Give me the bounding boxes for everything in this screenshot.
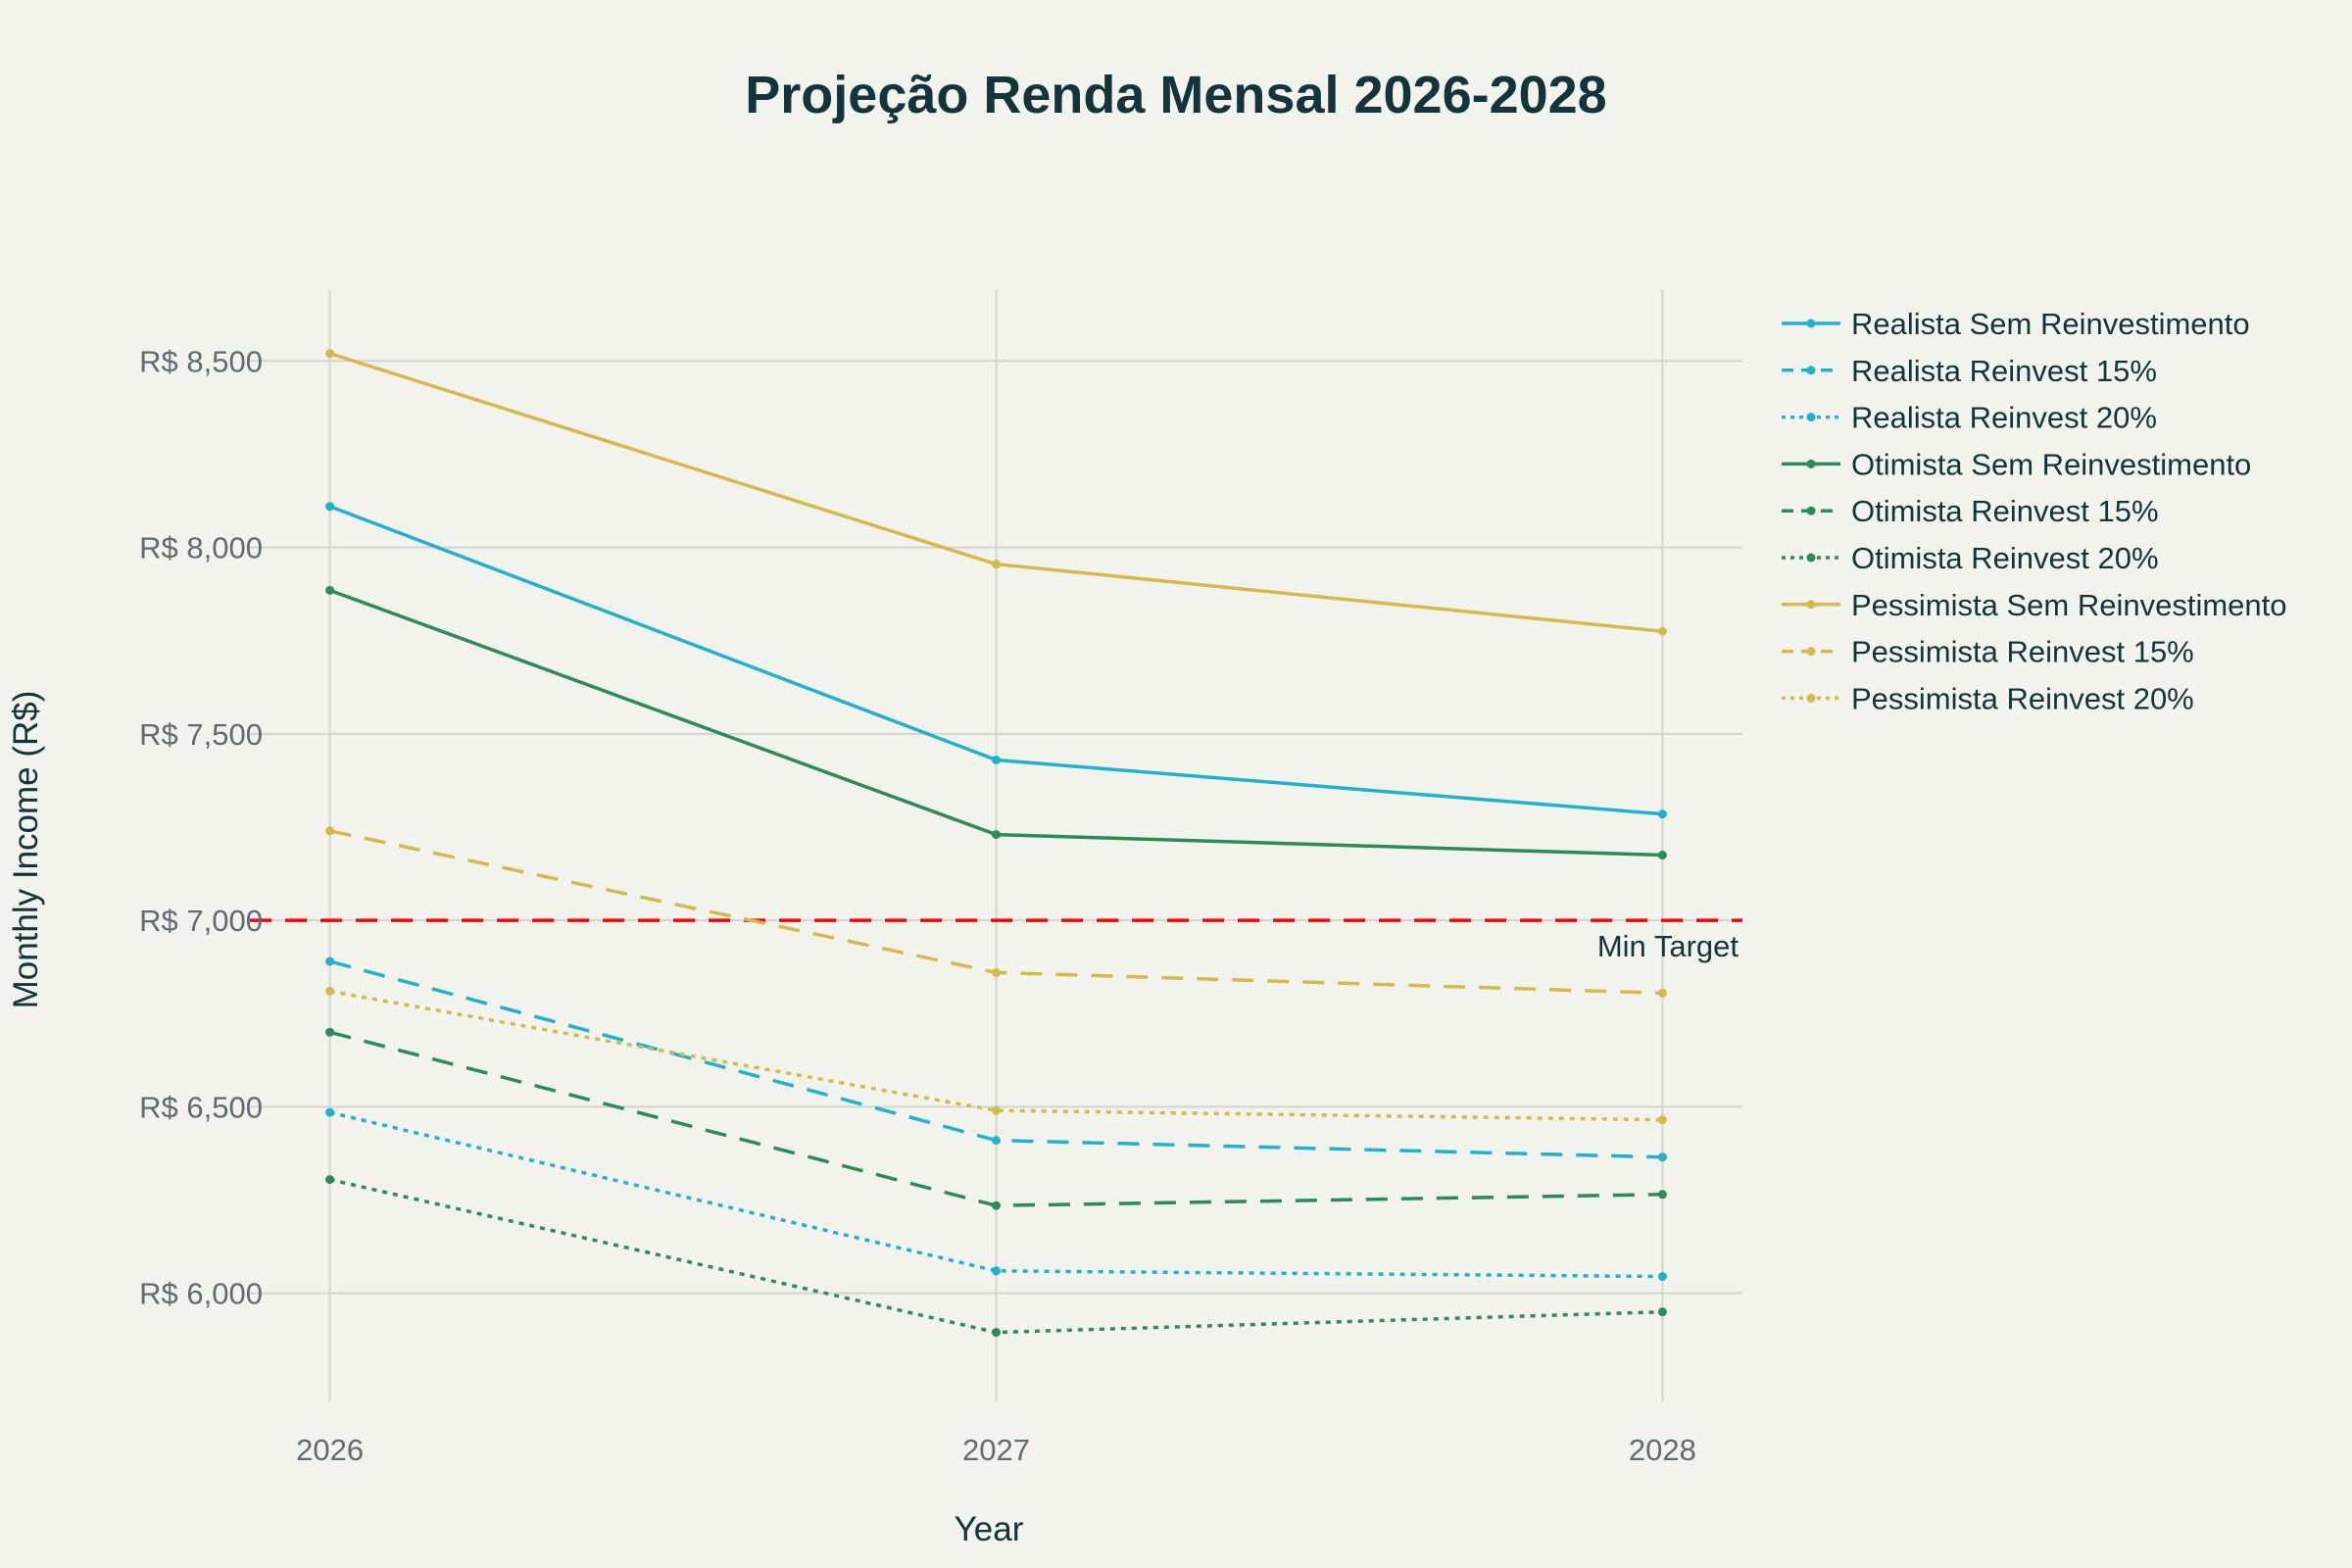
data-point — [992, 755, 1001, 764]
y-tick-label: R$ 7,500 — [139, 717, 263, 752]
legend-marker — [1806, 647, 1816, 657]
legend-item: Otimista Sem Reinvestimento — [1782, 447, 2251, 481]
legend-item: Otimista Reinvest 20% — [1782, 541, 2159, 575]
data-point — [992, 1266, 1001, 1276]
legend-label: Pessimista Sem Reinvestimento — [1851, 588, 2287, 622]
data-point — [992, 560, 1001, 569]
y-tick-label: R$ 7,000 — [139, 904, 263, 938]
legend-label: Otimista Reinvest 15% — [1851, 494, 2159, 528]
legend-marker — [1806, 366, 1816, 375]
y-tick-label: R$ 8,000 — [139, 531, 263, 565]
legend-label: Pessimista Reinvest 20% — [1851, 681, 2194, 715]
legend-item: Realista Reinvest 20% — [1782, 401, 2157, 435]
tick-labels: R$ 6,000 R$ 6,500 R$ 7,000 R$ 7,500 R$ 8,000… — [139, 344, 1696, 1467]
data-point — [325, 1175, 335, 1185]
data-point — [325, 956, 335, 966]
data-point — [1657, 1307, 1667, 1317]
data-point — [1657, 851, 1667, 860]
data-point — [992, 967, 1001, 977]
chart-title: Projeção Renda Mensal 2026-2028 — [745, 66, 1606, 124]
data-point — [992, 1328, 1001, 1338]
series-realista-reinvest-15 — [325, 956, 1667, 1162]
min-target-label: Min Target — [1597, 929, 1740, 963]
y-tick-label: R$ 8,500 — [139, 344, 263, 378]
data-point — [1657, 1272, 1667, 1282]
data-point — [325, 349, 335, 359]
x-tick-label: 2028 — [1629, 1433, 1696, 1467]
legend-label: Otimista Sem Reinvestimento — [1851, 447, 2251, 481]
legend-item: Pessimista Reinvest 15% — [1782, 635, 2194, 669]
series-pessimista-sem-reinvestimento — [325, 349, 1667, 636]
legend-item: Otimista Reinvest 15% — [1782, 494, 2159, 528]
series-pessimista-reinvest-20 — [325, 986, 1667, 1125]
series-otimista-reinvest-15 — [325, 1027, 1667, 1210]
data-point — [1657, 988, 1667, 998]
series-line — [329, 989, 1663, 1122]
legend-item: Realista Sem Reinvestimento — [1782, 307, 2250, 341]
series-realista-sem-reinvestimento — [325, 502, 1667, 819]
data-point — [1657, 1152, 1667, 1162]
legend-marker — [1806, 459, 1816, 468]
reference-line-group: Min Target — [250, 918, 1742, 963]
series-pessimista-reinvest-15 — [325, 826, 1667, 998]
data-point — [992, 830, 1001, 840]
x-axis-label: Year — [955, 1510, 1024, 1548]
series-line — [329, 1110, 1663, 1279]
legend-marker — [1806, 413, 1816, 422]
legend-marker — [1806, 553, 1816, 563]
data-point — [992, 1200, 1001, 1210]
data-point — [1657, 626, 1667, 636]
legend-item: Realista Reinvest 15% — [1782, 354, 2157, 388]
legend-marker — [1806, 506, 1816, 515]
legend-marker — [1806, 318, 1816, 328]
legend-label: Pessimista Reinvest 15% — [1851, 635, 2194, 669]
legend-label: Realista Sem Reinvestimento — [1851, 307, 2250, 341]
data-point — [325, 1107, 335, 1117]
data-point — [325, 502, 335, 512]
series-group — [325, 349, 1667, 1338]
series-realista-reinvest-20 — [325, 1107, 1667, 1282]
y-tick-label: R$ 6,500 — [139, 1090, 263, 1124]
series-otimista-reinvest-20 — [325, 1175, 1667, 1338]
data-point — [1657, 1115, 1667, 1125]
data-point — [1657, 1190, 1667, 1200]
legend: Realista Sem Reinvestimento Realista Rein… — [1782, 307, 2287, 715]
data-point — [1657, 809, 1667, 819]
legend-label: Realista Reinvest 20% — [1851, 401, 2157, 435]
legend-item: Pessimista Reinvest 20% — [1782, 681, 2194, 715]
legend-label: Realista Reinvest 15% — [1851, 354, 2157, 388]
data-point — [325, 826, 335, 836]
x-tick-label: 2027 — [962, 1433, 1030, 1467]
series-otimista-sem-reinvestimento — [325, 585, 1667, 860]
legend-item: Pessimista Sem Reinvestimento — [1782, 588, 2287, 622]
data-point — [325, 986, 335, 996]
legend-marker — [1806, 600, 1816, 610]
data-point — [992, 1105, 1001, 1115]
legend-label: Otimista Reinvest 20% — [1851, 541, 2159, 575]
data-point — [325, 1027, 335, 1037]
legend-marker — [1806, 693, 1816, 703]
y-axis-label: Monthly Income (R$) — [7, 691, 45, 1009]
data-point — [992, 1136, 1001, 1146]
y-tick-label: R$ 6,000 — [139, 1277, 263, 1311]
data-point — [325, 585, 335, 595]
x-tick-label: 2026 — [296, 1433, 364, 1467]
